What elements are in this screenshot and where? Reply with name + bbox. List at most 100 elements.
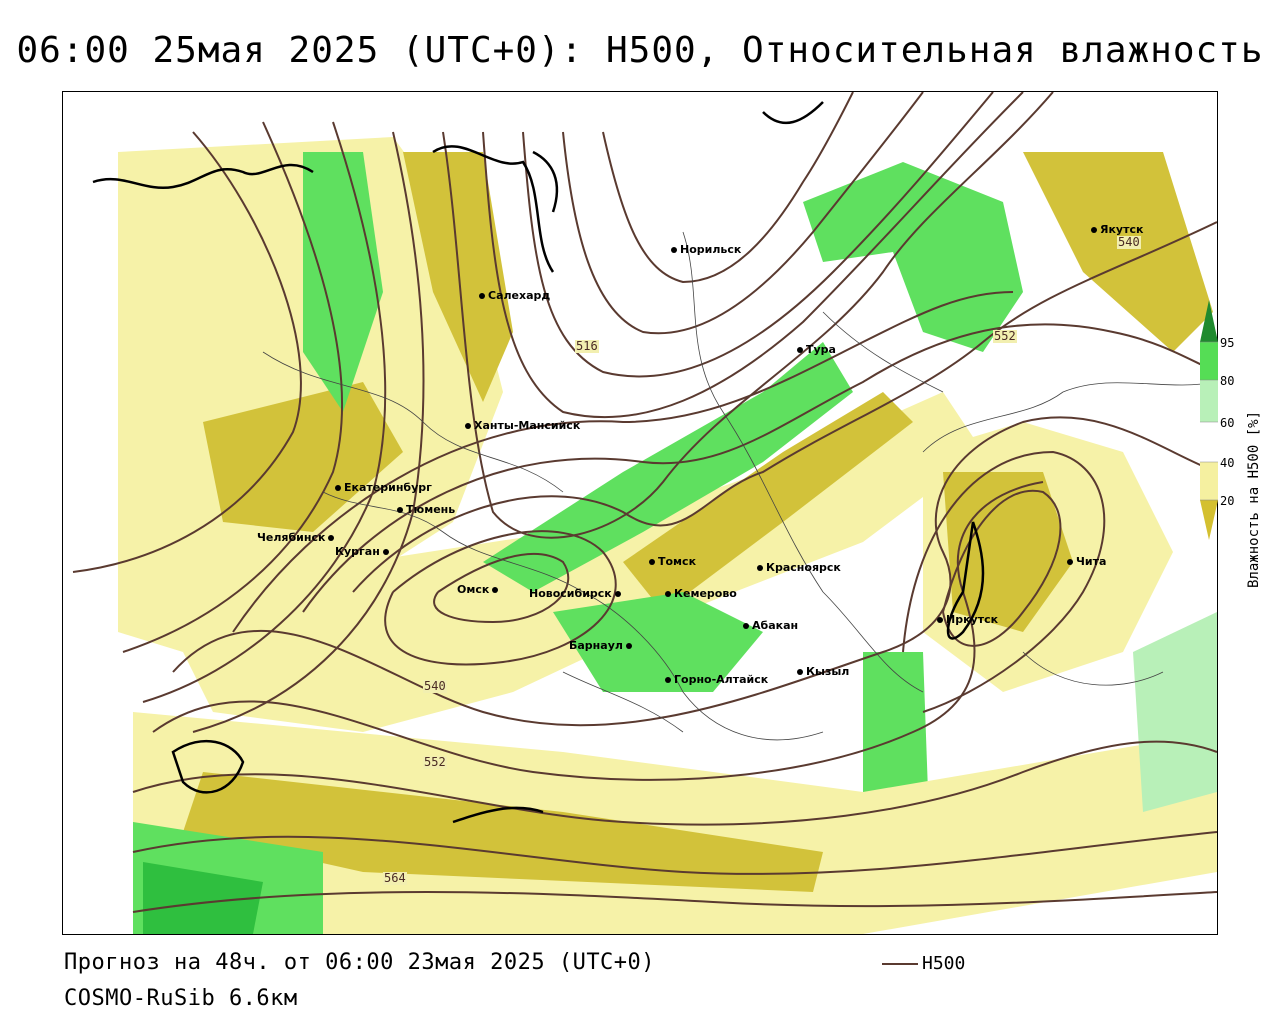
humid-band-lower [553,592,763,692]
dry-zone-east-dark [943,472,1073,632]
city-omsk: Омск [457,584,501,596]
city-label: Барнаул [569,639,623,652]
contour-label-516: 516 [575,339,599,353]
humidity-legend: 95 80 60 40 20 Влажность на H500 [%] [1198,300,1278,600]
city-label: Томск [658,555,697,568]
city-dot [797,347,803,353]
city-label: Иркутск [946,613,999,626]
city-irkutsk: Иркутск [937,614,998,626]
humid-dark-southwest [143,862,263,934]
city-label: Новосибирск [529,587,612,600]
city-dot [397,507,403,513]
city-label: Салехард [488,289,551,302]
forecast-info: Прогноз на 48ч. от 06:00 23мая 2025 (UTC… [64,950,656,975]
city-krasnoyarsk: Красноярск [757,562,841,574]
city-norilsk: Норильск [671,244,741,256]
map-graphics [63,92,1217,934]
humid-arc-north [803,162,1023,352]
city-dot [649,559,655,565]
humid-band-west [303,152,383,412]
city-label: Ханты-Мансийск [474,419,581,432]
dry-zone-northeast [1023,152,1213,352]
city-label: Тюмень [406,503,456,516]
legend-tick-95: 95 [1220,336,1235,350]
contour-label-540-west: 540 [423,679,447,693]
city-dot [1067,559,1073,565]
city-dot [625,643,632,649]
no-data-right-bottom [863,872,1217,934]
legend-axis-label: Влажность на H500 [%] [1246,410,1262,588]
city-dot [671,247,677,253]
city-label: Горно-Алтайск [674,673,769,686]
city-label: Екатеринбург [344,481,432,494]
h500-contours [72,92,1217,913]
legend-tick-60: 60 [1220,416,1235,430]
city-dot [382,549,389,555]
city-label: Красноярск [766,561,841,574]
city-salekhard: Салехард [479,290,550,302]
city-label: Чита [1076,555,1107,568]
humid-light-east [1133,612,1217,812]
city-kemerovo: Кемерово [665,588,737,600]
city-dot [1091,227,1097,233]
no-data-left [63,92,118,934]
dry-zone-west [118,137,503,652]
city-gorno-altaysk: Горно-Алтайск [665,674,768,686]
legend-tick-20: 20 [1220,494,1235,508]
contour-label-552-south: 552 [423,755,447,769]
coastlines [92,101,985,824]
humid-band-center [483,342,853,592]
contour-label-540-east: 540 [1117,235,1141,249]
city-tomsk: Томск [649,556,696,568]
city-dot [937,617,943,623]
city-dot [665,677,671,683]
city-yakutsk: Якутск [1091,224,1143,236]
map-area: 516 540 552 540 552 564 Якутск Норильск … [62,91,1218,935]
city-dot [797,669,803,675]
city-label: Абакан [752,619,799,632]
city-dot [743,623,749,629]
city-dot [492,587,499,593]
legend-tick-80: 80 [1220,374,1235,388]
city-tyumen: Тюмень [397,504,455,516]
dry-zone-north-dark [403,152,513,402]
city-label: Челябинск [257,531,326,544]
legend-tick-40: 40 [1220,456,1235,470]
city-label: Норильск [680,243,742,256]
city-label: Якутск [1100,223,1144,236]
city-label: Курган [335,545,380,558]
humidity-fields [63,92,1217,934]
dry-zone-west-dark [203,382,403,532]
city-label: Тура [806,343,836,356]
city-tura: Тура [797,344,836,356]
city-novosibirsk: Новосибирск [529,588,624,600]
city-label: Омск [457,583,490,596]
model-info: COSMO-RuSib 6.6км [64,986,298,1011]
contour-legend: H500 [882,953,965,974]
city-label: Кызыл [806,665,850,678]
legend-colorbar [1200,300,1218,540]
city-barnaul: Барнаул [569,640,635,652]
contour-legend-label: H500 [922,953,966,974]
chart-title: 06:00 25мая 2025 (UTC+0): H500, Относите… [16,30,1264,71]
contour-label-564: 564 [383,871,407,885]
city-dot [757,565,763,571]
city-dot [479,293,485,299]
region-borders [262,231,1217,741]
city-chelyabinsk: Челябинск [257,532,337,544]
dry-zone-south-dark [183,772,823,892]
city-kurgan: Курган [335,546,392,558]
city-dot [614,591,621,597]
contour-label-552-east: 552 [993,329,1017,343]
city-chita: Чита [1067,556,1106,568]
dry-zone-center-dark [623,392,913,612]
city-yekaterinburg: Екатеринбург [335,482,432,494]
city-dot [335,485,341,491]
city-khanty-mansiysk: Ханты-Мансийск [465,420,580,432]
city-abakan: Абакан [743,620,798,632]
city-dot [328,535,335,541]
city-label: Кемерово [674,587,737,600]
contour-legend-swatch [882,963,918,965]
city-dot [665,591,671,597]
city-dot [465,423,471,429]
